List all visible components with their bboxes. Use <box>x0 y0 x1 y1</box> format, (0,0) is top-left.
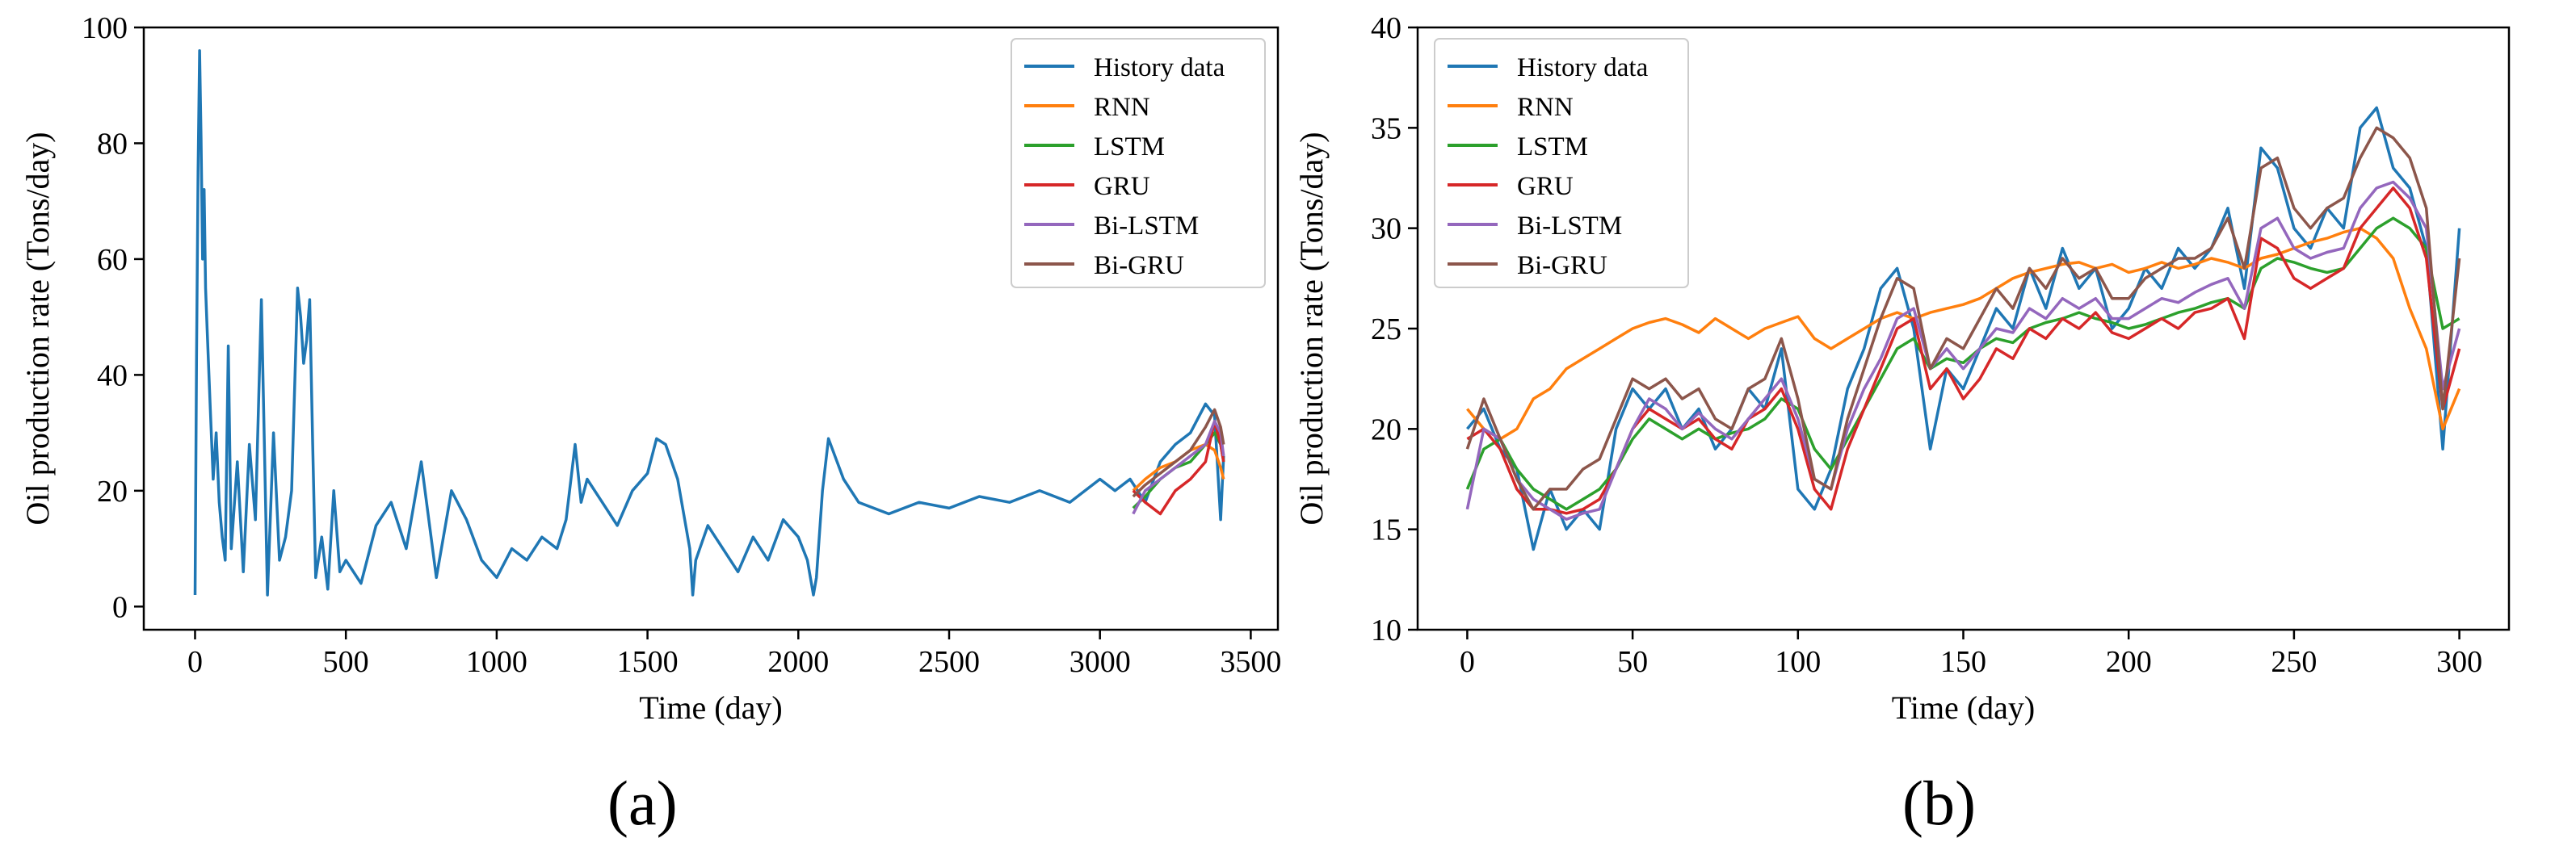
series-line-lstm <box>1465 216 2460 511</box>
x-tick-label: 150 <box>1940 645 1986 679</box>
x-axis-label: Time (day) <box>1892 689 2035 726</box>
x-tick-label: 2500 <box>918 645 980 679</box>
y-tick-label: 30 <box>1371 212 1401 246</box>
x-tick-label: 2000 <box>767 645 829 679</box>
legend-label-lstm: LSTM <box>1517 132 1588 161</box>
x-tick-label: 200 <box>2106 645 2152 679</box>
series-line-gru <box>1132 420 1225 516</box>
panel-label-a: (a) <box>607 768 678 838</box>
series-line-bi-gru <box>1132 408 1225 498</box>
x-tick-label: 100 <box>1775 645 1821 679</box>
legend <box>1434 38 1689 288</box>
y-tick-label: 100 <box>82 11 128 45</box>
x-tick-label: 1500 <box>617 645 679 679</box>
plot-frame <box>142 26 1280 631</box>
y-axis-label: Oil production rate (Tons/day) <box>19 132 56 525</box>
series-line-history-data <box>193 48 1225 597</box>
y-tick-label: 60 <box>97 243 128 277</box>
series-line-bi-lstm <box>1132 420 1225 515</box>
y-tick-label: 35 <box>1371 111 1401 145</box>
x-tick-label: 0 <box>187 645 203 679</box>
y-axis-label: Oil production rate (Tons/day) <box>1293 132 1330 525</box>
y-tick-label: 0 <box>112 590 128 624</box>
x-tick-label: 0 <box>1460 645 1475 679</box>
y-tick-label: 25 <box>1371 312 1401 346</box>
y-tick-label: 20 <box>1371 413 1401 446</box>
legend-label-lstm: LSTM <box>1094 132 1165 161</box>
y-tick-label: 40 <box>1371 11 1401 45</box>
x-tick-label: 3500 <box>1220 645 1281 679</box>
legend-label-bi-lstm: Bi-LSTM <box>1517 212 1622 241</box>
legend-label-history-data: History data <box>1094 53 1225 82</box>
chart-a: 0 500 1000 1500 2000 2500 3000 3500 0 20 40 60 80 100… <box>19 11 1281 726</box>
series-line-history-data <box>1466 106 2461 551</box>
legend-label-rnn: RNN <box>1517 93 1574 122</box>
legend-label-bi-gru: Bi-GRU <box>1094 251 1184 280</box>
x-tick-label: 250 <box>2271 645 2317 679</box>
y-tick-label: 40 <box>97 358 128 392</box>
x-tick-label: 50 <box>1617 645 1648 679</box>
x-tick-label: 500 <box>323 645 369 679</box>
x-tick-label: 300 <box>2436 645 2482 679</box>
y-tick-label: 15 <box>1371 513 1401 547</box>
y-tick-label: 10 <box>1371 614 1401 647</box>
x-tick-label: 1000 <box>466 645 527 679</box>
legend-label-bi-gru: Bi-GRU <box>1517 251 1607 280</box>
legend-label-rnn: RNN <box>1094 93 1150 122</box>
y-tick-label: 20 <box>97 475 128 509</box>
legend-label-bi-lstm: Bi-LSTM <box>1094 212 1199 241</box>
legend-label-history-data: History data <box>1517 53 1649 82</box>
y-tick-label: 80 <box>97 127 128 161</box>
panel-label-b: (b) <box>1902 768 1976 838</box>
legend-label-gru: GRU <box>1094 172 1150 201</box>
x-axis-label: Time (day) <box>639 689 782 726</box>
series-line-bi-lstm <box>1465 180 2461 521</box>
legend-label-gru: GRU <box>1517 172 1574 201</box>
legend <box>1011 38 1266 288</box>
chart-b: 0 50 100 150 200 250 300 10 15 20 25 30 35 40 Time (da… <box>1293 11 2511 726</box>
x-tick-label: 3000 <box>1069 645 1131 679</box>
series-line-bi-gru <box>1465 126 2461 511</box>
